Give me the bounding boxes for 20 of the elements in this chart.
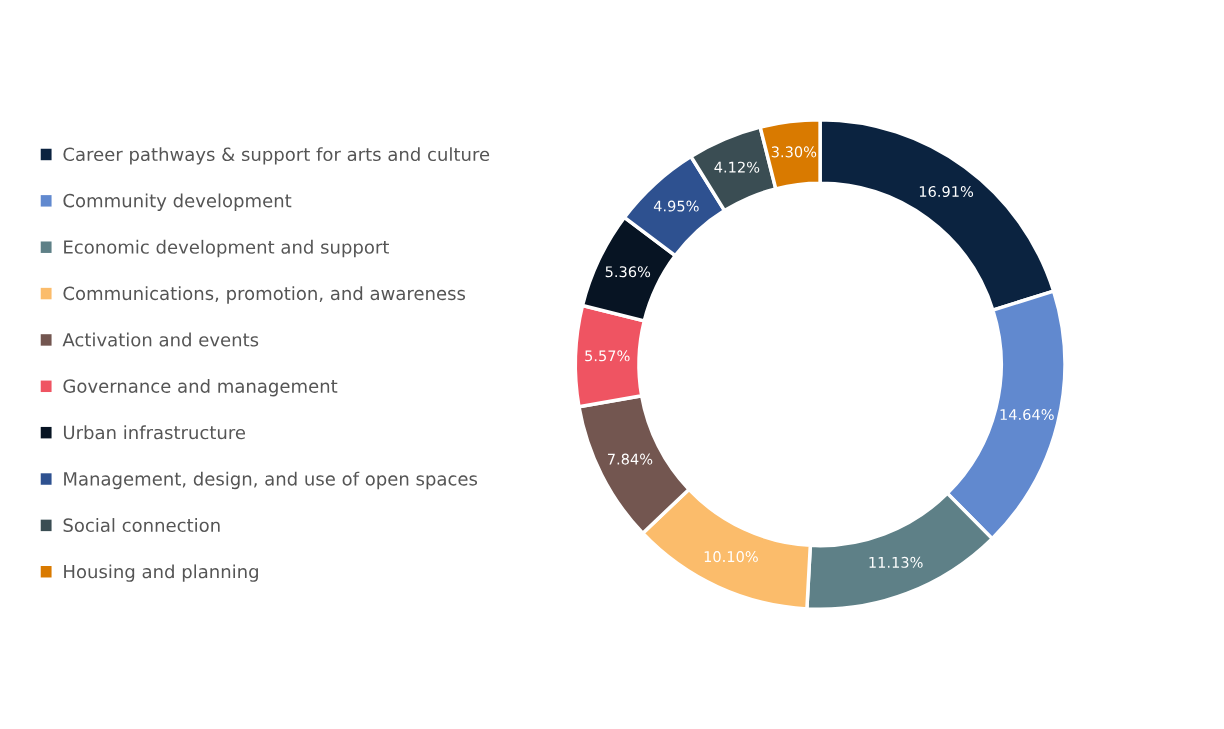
legend-label: Communications, promotion, and awareness <box>63 286 466 304</box>
data-label: 11.13% <box>869 556 923 568</box>
data-label: 4.12% <box>714 161 760 173</box>
legend-label: Urban infrastructure <box>63 425 246 440</box>
data-label: 10.10% <box>704 551 758 563</box>
legend-label: Governance and management <box>63 378 338 397</box>
legend-label: Career pathways & support for arts and culture <box>63 147 490 165</box>
data-label: 3.30% <box>771 146 817 158</box>
legend-label: Management, design, and use of open spaces <box>64 471 478 490</box>
data-label: 7.84% <box>607 453 653 465</box>
legend-label: Activation and events <box>62 332 259 347</box>
data-label: 5.57% <box>585 350 630 362</box>
data-label: 4.95% <box>653 200 699 212</box>
legend-label: Economic development and support <box>64 239 389 258</box>
legend-label: Community development <box>63 193 292 211</box>
data-label: 16.91% <box>919 185 974 198</box>
data-label: 5.36% <box>605 266 651 278</box>
data-label: 14.64% <box>1000 409 1054 421</box>
legend-label: Housing and planning <box>64 564 258 582</box>
legend-label: Social connection <box>63 518 220 533</box>
